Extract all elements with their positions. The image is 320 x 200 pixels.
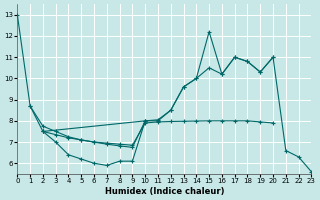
X-axis label: Humidex (Indice chaleur): Humidex (Indice chaleur) xyxy=(105,187,224,196)
